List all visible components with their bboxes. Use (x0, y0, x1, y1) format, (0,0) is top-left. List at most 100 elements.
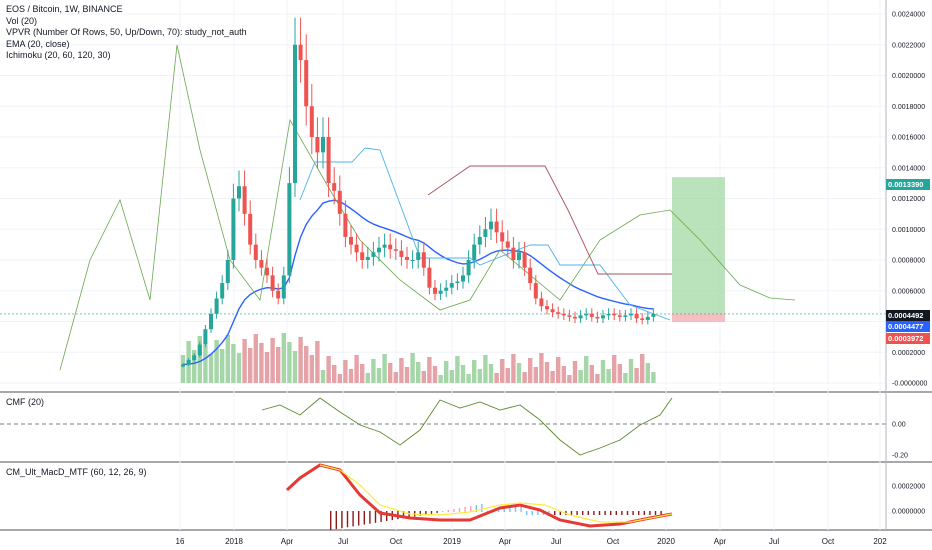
candle-body (595, 316, 600, 319)
volume-bar (449, 370, 454, 383)
candle-body (455, 281, 460, 284)
volume-bar (242, 339, 247, 383)
volume-bar (208, 354, 214, 383)
volume-bar (337, 374, 342, 383)
volume-bar (494, 373, 499, 383)
candle-body (276, 290, 281, 299)
candle-body (461, 275, 465, 282)
volume-bar (281, 333, 286, 383)
candle-body (427, 267, 432, 288)
macd-label[interactable]: CM_Ult_MacD_MTF (60, 12, 26, 9) (6, 467, 147, 477)
macd-histogram-bar (369, 511, 371, 524)
volume-bar (393, 372, 398, 383)
volume-bar (606, 369, 611, 383)
candle-body (354, 244, 359, 253)
legend-ema[interactable]: EMA (20, close) (6, 38, 70, 49)
macd-histogram-bar (621, 511, 623, 515)
macd-histogram-bar (660, 511, 662, 515)
macd-histogram-bar (374, 511, 377, 523)
volume-bar (264, 352, 270, 383)
candle-body (326, 137, 331, 184)
candle-body (360, 252, 365, 260)
volume-bar (309, 355, 314, 383)
volume-bar (488, 364, 494, 383)
candle-body (556, 312, 561, 314)
position-zones[interactable] (0, 177, 886, 322)
price-tick-label: 0.0010000 (892, 227, 925, 234)
candle-body (220, 283, 225, 299)
macd-histogram-bar (526, 511, 528, 515)
cmf-tick-label: -0.20 (892, 453, 908, 460)
volume-bar (522, 372, 527, 383)
price-tick-label: 0.0006000 (892, 288, 925, 295)
price-tick-label: 0.0018000 (892, 104, 925, 111)
candle-body (612, 313, 617, 316)
price-axis[interactable]: 0.0024000 0.0022000 0.0020000 0.0018000 0.00… (885, 0, 928, 530)
volume-bar (438, 375, 443, 383)
volume-bar (533, 367, 538, 383)
volume-bar (595, 374, 600, 383)
symbol-title[interactable]: EOS / Bitcoin, 1W, BINANCE (6, 4, 123, 14)
volume-bar (259, 343, 264, 383)
macd-histogram-bar (363, 511, 365, 525)
time-axis[interactable]: 16 2018 Apr Jul Oct 2019 Apr Jul Oct 2020 Apr Jul Oc… (176, 537, 888, 546)
candle-body (589, 313, 594, 317)
volume-bar (589, 365, 594, 383)
candle-body (298, 44, 303, 61)
volume-bar (248, 348, 253, 383)
ema-line (182, 199, 654, 366)
macd-histogram-bar (570, 511, 573, 515)
cmf-label[interactable]: CMF (20) (6, 397, 44, 407)
volume-bar (270, 338, 275, 383)
legend-vol[interactable]: Vol (20) (6, 15, 38, 26)
candle-body (214, 298, 219, 314)
stop-price-tag: 0.0003972 (886, 333, 930, 344)
volume-bar (511, 354, 516, 383)
candle-body (444, 287, 449, 291)
macd-histogram-bar (632, 511, 634, 515)
volume-bar (578, 370, 583, 383)
last-price-tag: 0.0004492 (886, 310, 930, 321)
candle-body (617, 315, 622, 317)
candle-body (651, 313, 656, 317)
price-tick-label: 0.0008000 (892, 258, 925, 265)
candle-body (433, 287, 437, 294)
candle-body (242, 186, 247, 214)
volume-bar (410, 353, 415, 383)
candle-body (293, 44, 297, 184)
macd-histogram-bar (481, 504, 483, 512)
volume-bar (444, 361, 449, 383)
volume-bar (628, 359, 634, 383)
candle-body (377, 247, 381, 253)
volume-bar (612, 355, 617, 383)
macd-histogram-bar (386, 511, 388, 521)
candle-body (466, 260, 471, 276)
volume-bar (388, 363, 393, 383)
macd-histogram-bar (520, 505, 522, 512)
legend-ichimoku[interactable]: Ichimoku (20, 60, 120, 30) (6, 50, 111, 60)
ichimoku-span-a (59, 44, 796, 371)
candle-body (371, 252, 376, 257)
macd-histogram-bar (447, 510, 449, 512)
candle-body (449, 283, 454, 288)
candle-body (315, 137, 320, 153)
macd-histogram-bar (380, 511, 382, 522)
volume-bar (466, 374, 471, 383)
candle-body (270, 275, 275, 291)
macd-signal-line (319, 464, 673, 523)
legend-vpvr[interactable]: VPVR (Number Of Rows, 50, Up/Down, 70): … (6, 27, 247, 37)
volume-bar (584, 356, 589, 383)
macd-histogram-bar (346, 511, 349, 528)
volume-bar (567, 375, 572, 383)
candle-body (192, 355, 197, 360)
main-legend: EOS / Bitcoin, 1W, BINANCE Vol (20) VPVR… (6, 4, 247, 62)
volume-bar (348, 369, 354, 383)
macd-histogram-bar (626, 511, 629, 515)
macd-histogram-bar (503, 508, 505, 512)
price-tick-label: 0.0020000 (892, 73, 925, 80)
time-tick-label: 202 (873, 537, 887, 546)
macd-histogram-bar (509, 507, 511, 512)
time-tick-label: Oct (607, 537, 620, 546)
macd-tick-label: 0.0000000 (892, 509, 925, 516)
